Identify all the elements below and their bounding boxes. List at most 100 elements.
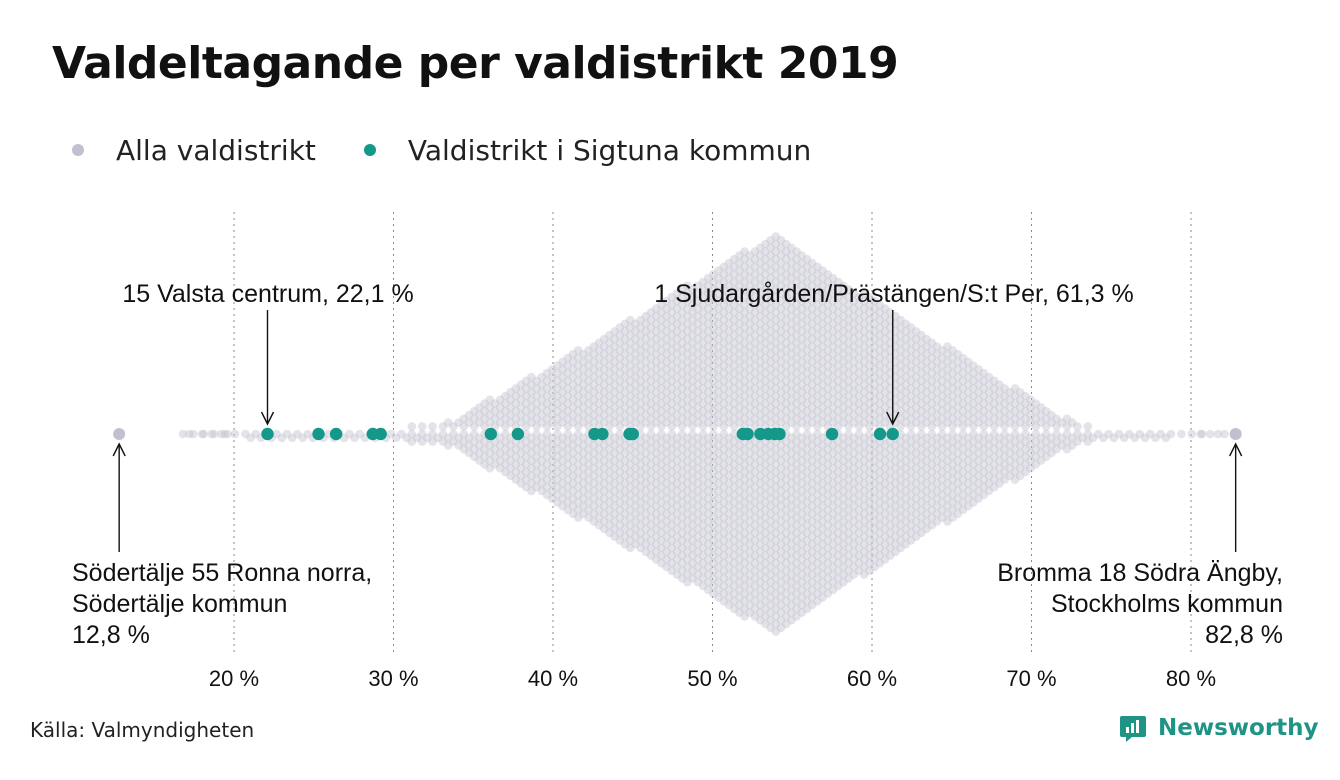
district-point: [771, 353, 781, 363]
district-point: [303, 429, 313, 439]
district-point: [651, 311, 661, 321]
district-point: [766, 600, 775, 610]
district-point: [553, 467, 562, 477]
district-point: [672, 517, 682, 526]
district-point: [573, 422, 583, 431]
district-point: [537, 433, 547, 443]
district-point: [714, 448, 723, 458]
district-point: [828, 471, 838, 481]
district-point: [797, 501, 807, 511]
district-point: [672, 479, 682, 488]
district-point: [849, 395, 859, 405]
district-point: [495, 418, 505, 427]
district-point: [891, 471, 900, 481]
district-point: [766, 463, 775, 473]
district-point: [605, 452, 614, 462]
district-point: [828, 539, 838, 549]
district-point: [735, 418, 744, 427]
district-point: [839, 486, 848, 496]
district-point: [667, 482, 677, 492]
district-point: [823, 270, 833, 279]
district-point: [761, 338, 770, 348]
district-point: [615, 528, 625, 538]
district-point: [896, 528, 905, 538]
district-point: [859, 395, 869, 405]
district-point: [745, 570, 755, 579]
district-point: [729, 429, 739, 439]
district-point: [865, 361, 874, 370]
district-point: [823, 368, 833, 378]
district-point: [761, 330, 770, 340]
district-point: [511, 399, 521, 408]
district-point: [646, 399, 656, 408]
district-point: [766, 387, 775, 397]
district-point: [906, 429, 916, 439]
district-point: [677, 520, 687, 530]
district-point: [844, 444, 853, 454]
district-point: [802, 384, 812, 393]
district-point: [891, 524, 900, 534]
district-point: [589, 342, 599, 351]
district-point: [755, 532, 765, 541]
district-point: [547, 433, 557, 443]
district-point: [745, 273, 755, 283]
district-point: [615, 330, 625, 340]
district-point: [558, 387, 567, 397]
district-point: [781, 475, 791, 484]
district-point: [714, 387, 723, 397]
district-point: [781, 315, 791, 325]
district-point: [875, 543, 885, 553]
district-point: [776, 380, 786, 389]
district-point: [839, 296, 848, 306]
district-point: [714, 562, 723, 572]
district-point: [781, 300, 791, 310]
district-point: [724, 555, 734, 564]
district-point: [589, 395, 599, 405]
district-point: [719, 384, 729, 393]
district-point: [625, 346, 635, 355]
district-point: [787, 585, 796, 595]
district-point: [745, 266, 755, 275]
district-point: [579, 380, 588, 389]
district-point: [605, 422, 614, 431]
district-point: [537, 486, 547, 496]
district-point: [797, 570, 807, 579]
district-point: [683, 387, 692, 397]
district-point: [807, 418, 817, 427]
district-point: [610, 509, 619, 519]
district-point: [813, 338, 822, 348]
district-point: [823, 536, 833, 545]
district-point: [693, 357, 703, 367]
district-point: [823, 391, 833, 401]
district-point: [287, 433, 297, 443]
district-point: [1220, 429, 1229, 439]
district-point: [813, 558, 822, 568]
district-point: [797, 608, 807, 617]
district-point: [511, 452, 521, 462]
district-point: [781, 406, 791, 416]
district-point: [672, 334, 682, 344]
district-point: [485, 403, 495, 412]
district-point: [833, 414, 843, 424]
district-point: [823, 528, 833, 538]
district-point: [651, 380, 661, 389]
district-point: [802, 346, 812, 355]
district-point: [755, 562, 765, 572]
district-point: [854, 543, 864, 553]
district-point: [750, 353, 760, 363]
district-point: [802, 391, 812, 401]
district-point: [875, 399, 885, 408]
district-point: [641, 517, 651, 526]
district-point: [615, 399, 625, 408]
district-point: [891, 517, 900, 526]
district-point: [807, 532, 817, 541]
district-point: [745, 251, 755, 260]
district-point: [558, 486, 567, 496]
district-point: [677, 574, 687, 583]
district-point: [553, 399, 562, 408]
district-point: [620, 517, 630, 526]
district-point: [776, 281, 786, 291]
district-point: [553, 444, 562, 454]
district-point: [865, 558, 874, 568]
district-point: [755, 243, 765, 253]
